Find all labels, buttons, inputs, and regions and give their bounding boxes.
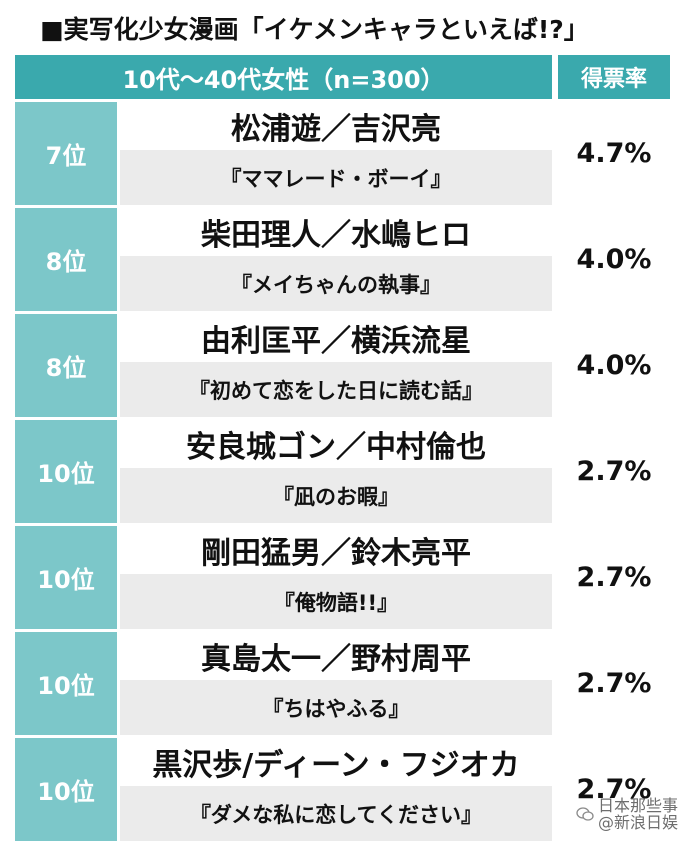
- table-row: 10位 剛田猛男／鈴木亮平 『俺物語!!』 2.7%: [15, 523, 670, 629]
- work-title: 『ダメな私に恋してください』: [120, 786, 552, 841]
- character-actor-names: 柴田理人／水嶋ヒロ: [120, 208, 552, 256]
- vote-rate: 4.0%: [558, 314, 670, 417]
- vote-rate: 4.0%: [558, 208, 670, 311]
- watermark: 日本那些事 @新浪日娱: [576, 797, 678, 831]
- rank-cell: 10位: [15, 738, 120, 841]
- entry-cell: 黒沢歩/ディーン・フジオカ 『ダメな私に恋してください』: [120, 738, 552, 841]
- character-actor-names: 安良城ゴン／中村倫也: [120, 420, 552, 468]
- entry-cell: 松浦遊／吉沢亮 『ママレード・ボーイ』: [120, 102, 552, 205]
- table-row: 10位 真島太一／野村周平 『ちはやふる』 2.7%: [15, 629, 670, 735]
- watermark-line1: 日本那些事: [597, 796, 678, 815]
- entry-cell: 剛田猛男／鈴木亮平 『俺物語!!』: [120, 526, 552, 629]
- table-row: 8位 柴田理人／水嶋ヒロ 『メイちゃんの執事』 4.0%: [15, 205, 670, 311]
- header-rate-label: 得票率: [558, 55, 670, 99]
- table-row: 10位 黒沢歩/ディーン・フジオカ 『ダメな私に恋してください』 2.7%: [15, 735, 670, 841]
- entry-cell: 柴田理人／水嶋ヒロ 『メイちゃんの執事』: [120, 208, 552, 311]
- vote-rate: 2.7%: [558, 738, 670, 841]
- work-title: 『凪のお暇』: [120, 468, 552, 523]
- entry-cell: 由利匡平／横浜流星 『初めて恋をした日に読む話』: [120, 314, 552, 417]
- table-row: 10位 安良城ゴン／中村倫也 『凪のお暇』 2.7%: [15, 417, 670, 523]
- vote-rate: 2.7%: [558, 632, 670, 735]
- entry-cell: 安良城ゴン／中村倫也 『凪のお暇』: [120, 420, 552, 523]
- vote-rate: 2.7%: [558, 526, 670, 629]
- rank-cell: 10位: [15, 632, 120, 735]
- character-actor-names: 黒沢歩/ディーン・フジオカ: [120, 738, 552, 786]
- table-row: 7位 松浦遊／吉沢亮 『ママレード・ボーイ』 4.7%: [15, 99, 670, 205]
- vote-rate: 2.7%: [558, 420, 670, 523]
- rank-cell: 8位: [15, 208, 120, 311]
- character-actor-names: 松浦遊／吉沢亮: [120, 102, 552, 150]
- watermark-text: 日本那些事 @新浪日娱: [598, 797, 678, 831]
- rank-cell: 10位: [15, 526, 120, 629]
- wechat-icon: [576, 807, 594, 821]
- character-actor-names: 由利匡平／横浜流星: [120, 314, 552, 362]
- work-title: 『メイちゃんの執事』: [120, 256, 552, 311]
- rank-cell: 10位: [15, 420, 120, 523]
- header-group-label: 10代〜40代女性（n=300）: [15, 55, 552, 99]
- work-title: 『ママレード・ボーイ』: [120, 150, 552, 205]
- ranking-table: 10代〜40代女性（n=300） 得票率 7位 松浦遊／吉沢亮 『ママレード・ボ…: [15, 55, 670, 841]
- watermark-line2: @新浪日娱: [597, 813, 678, 832]
- vote-rate: 4.7%: [558, 102, 670, 205]
- character-actor-names: 剛田猛男／鈴木亮平: [120, 526, 552, 574]
- rank-cell: 8位: [15, 314, 120, 417]
- table-header: 10代〜40代女性（n=300） 得票率: [15, 55, 670, 99]
- rank-cell: 7位: [15, 102, 120, 205]
- table-row: 8位 由利匡平／横浜流星 『初めて恋をした日に読む話』 4.0%: [15, 311, 670, 417]
- page-title: ■実写化少女漫画「イケメンキャラといえば!?」: [40, 15, 589, 44]
- work-title: 『ちはやふる』: [120, 680, 552, 735]
- work-title: 『俺物語!!』: [120, 574, 552, 629]
- character-actor-names: 真島太一／野村周平: [120, 632, 552, 680]
- entry-cell: 真島太一／野村周平 『ちはやふる』: [120, 632, 552, 735]
- work-title: 『初めて恋をした日に読む話』: [120, 362, 552, 417]
